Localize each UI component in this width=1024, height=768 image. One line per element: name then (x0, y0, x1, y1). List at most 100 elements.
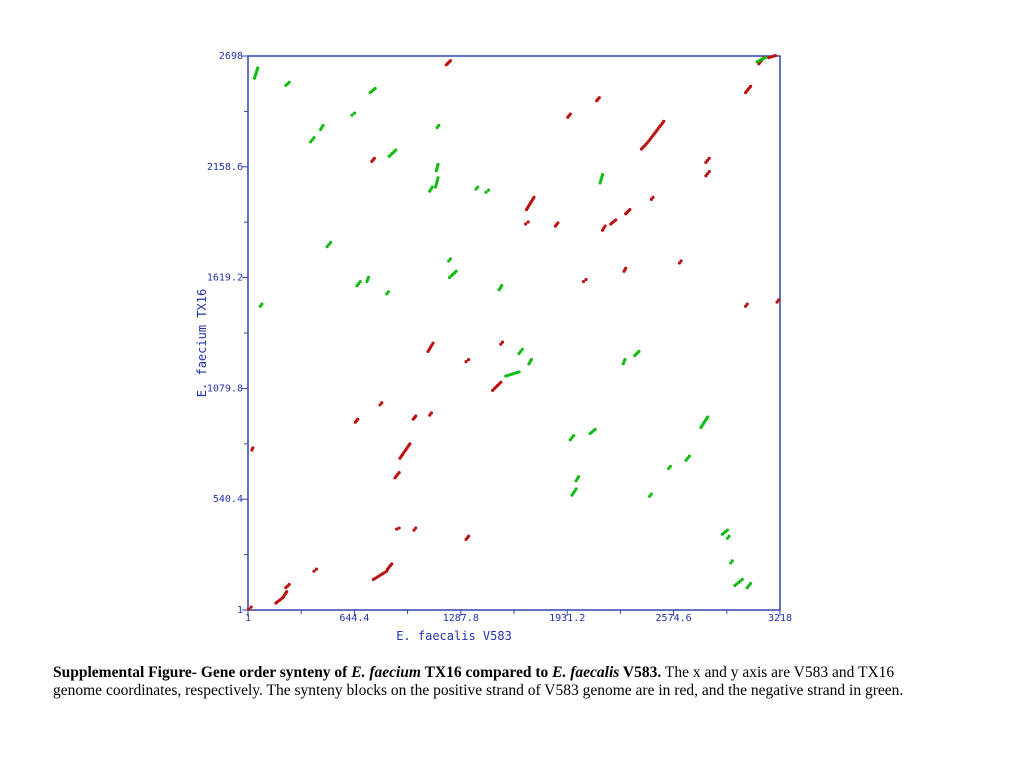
synteny-block (258, 302, 264, 308)
synteny-point (651, 195, 655, 199)
synteny-point (593, 427, 597, 432)
synteny-block (648, 492, 653, 498)
synteny-point (725, 528, 730, 532)
synteny-point (394, 148, 398, 152)
synteny-point (748, 84, 753, 89)
synteny-block (252, 66, 260, 80)
synteny-block (647, 119, 666, 143)
synteny-block (621, 358, 627, 366)
synteny-point (576, 475, 581, 479)
synteny-block (412, 526, 418, 532)
synteny-point (624, 266, 628, 270)
synteny-block (568, 434, 576, 442)
plot-axes (242, 55, 781, 616)
synteny-point (584, 277, 588, 282)
synteny-point (520, 347, 524, 351)
synteny-point (499, 380, 503, 384)
synteny-point (777, 298, 781, 302)
synteny-point (312, 569, 316, 573)
synteny-block (499, 340, 505, 346)
synteny-block (387, 148, 398, 158)
synteny-block (524, 220, 530, 226)
synteny-block (497, 284, 504, 292)
synteny-block (667, 464, 672, 471)
synteny-block (729, 559, 734, 565)
synteny-block (312, 567, 319, 573)
synteny-point (500, 340, 505, 344)
x-tick-label: 644.4 (339, 613, 369, 624)
synteny-block (474, 185, 480, 191)
synteny-point (429, 411, 433, 415)
synteny-point (763, 56, 768, 60)
synteny-block (704, 170, 711, 178)
synteny-block (677, 259, 683, 265)
synteny-block (281, 590, 289, 599)
synteny-block (574, 475, 581, 483)
synteny-point (408, 442, 412, 446)
synteny-point (662, 119, 666, 123)
x-tick-label: 2574.6 (656, 613, 692, 624)
synteny-block (355, 279, 362, 288)
synteny-block (517, 347, 524, 356)
synteny-block (649, 195, 655, 201)
synteny-point (476, 185, 480, 189)
synteny-block (428, 411, 433, 417)
synteny-point (314, 567, 319, 571)
synteny-point (431, 341, 435, 345)
synteny-block (393, 470, 401, 480)
y-tick-label: 1079.8 (207, 383, 243, 394)
synteny-block (464, 358, 471, 364)
synteny-point (556, 221, 560, 225)
synteny-point (366, 275, 371, 280)
synteny-point (649, 492, 653, 496)
synteny-point (486, 188, 491, 192)
synteny-point (436, 162, 440, 167)
synteny-point (529, 358, 534, 362)
synteny-block (624, 208, 632, 216)
synteny-block (588, 427, 597, 436)
plot-labels: 1 644.4 1287.8 1931.2 2574.6 3218 1 540.4 1079.8… (195, 51, 792, 643)
synteny-block (370, 156, 376, 163)
synteny-point (256, 66, 260, 70)
synteny-point (484, 190, 488, 194)
synteny-point (679, 259, 683, 263)
synteny-point (467, 358, 471, 362)
synteny-point (249, 605, 253, 609)
synteny-block (504, 370, 521, 378)
synteny-point (740, 577, 744, 581)
synteny-block (699, 415, 710, 429)
synteny-point (730, 559, 734, 563)
synteny-block (767, 53, 777, 60)
synteny-point (705, 415, 710, 419)
synteny-block (365, 275, 371, 284)
y-tick-label: 540.4 (213, 494, 243, 505)
synteny-point (448, 257, 453, 261)
x-tick-label: 1931.2 (549, 613, 585, 624)
synteny-point (414, 526, 418, 530)
x-axis-title: E. faecalis V583 (396, 629, 512, 643)
series-negative-strand (252, 56, 768, 590)
synteny-dot-plot: 1 644.4 1287.8 1931.2 2574.6 3218 1 540.4 1079.8… (195, 51, 792, 643)
synteny-point (287, 582, 291, 587)
synteny-block (411, 414, 418, 421)
synteny-block (250, 446, 255, 452)
synteny-point (414, 414, 418, 418)
synteny-block (353, 417, 360, 424)
synteny-block (725, 534, 731, 540)
synteny-point (532, 195, 536, 199)
synteny-block (350, 111, 357, 117)
synteny-point (352, 111, 357, 115)
y-axis-title: E. faecium TX16 (195, 289, 209, 397)
synteny-block (325, 240, 333, 249)
synteny-block (595, 96, 601, 103)
caption-description: The x and y axis are V583 and TX16 genom… (53, 664, 904, 699)
synteny-block (447, 257, 453, 263)
synteny-block (284, 80, 291, 87)
synteny-block (395, 526, 401, 531)
synteny-block (434, 162, 440, 173)
synteny-block (566, 112, 572, 119)
synteny-block (318, 123, 325, 132)
synteny-point (448, 59, 453, 63)
synteny-block (385, 562, 394, 571)
synteny-block (398, 442, 412, 460)
